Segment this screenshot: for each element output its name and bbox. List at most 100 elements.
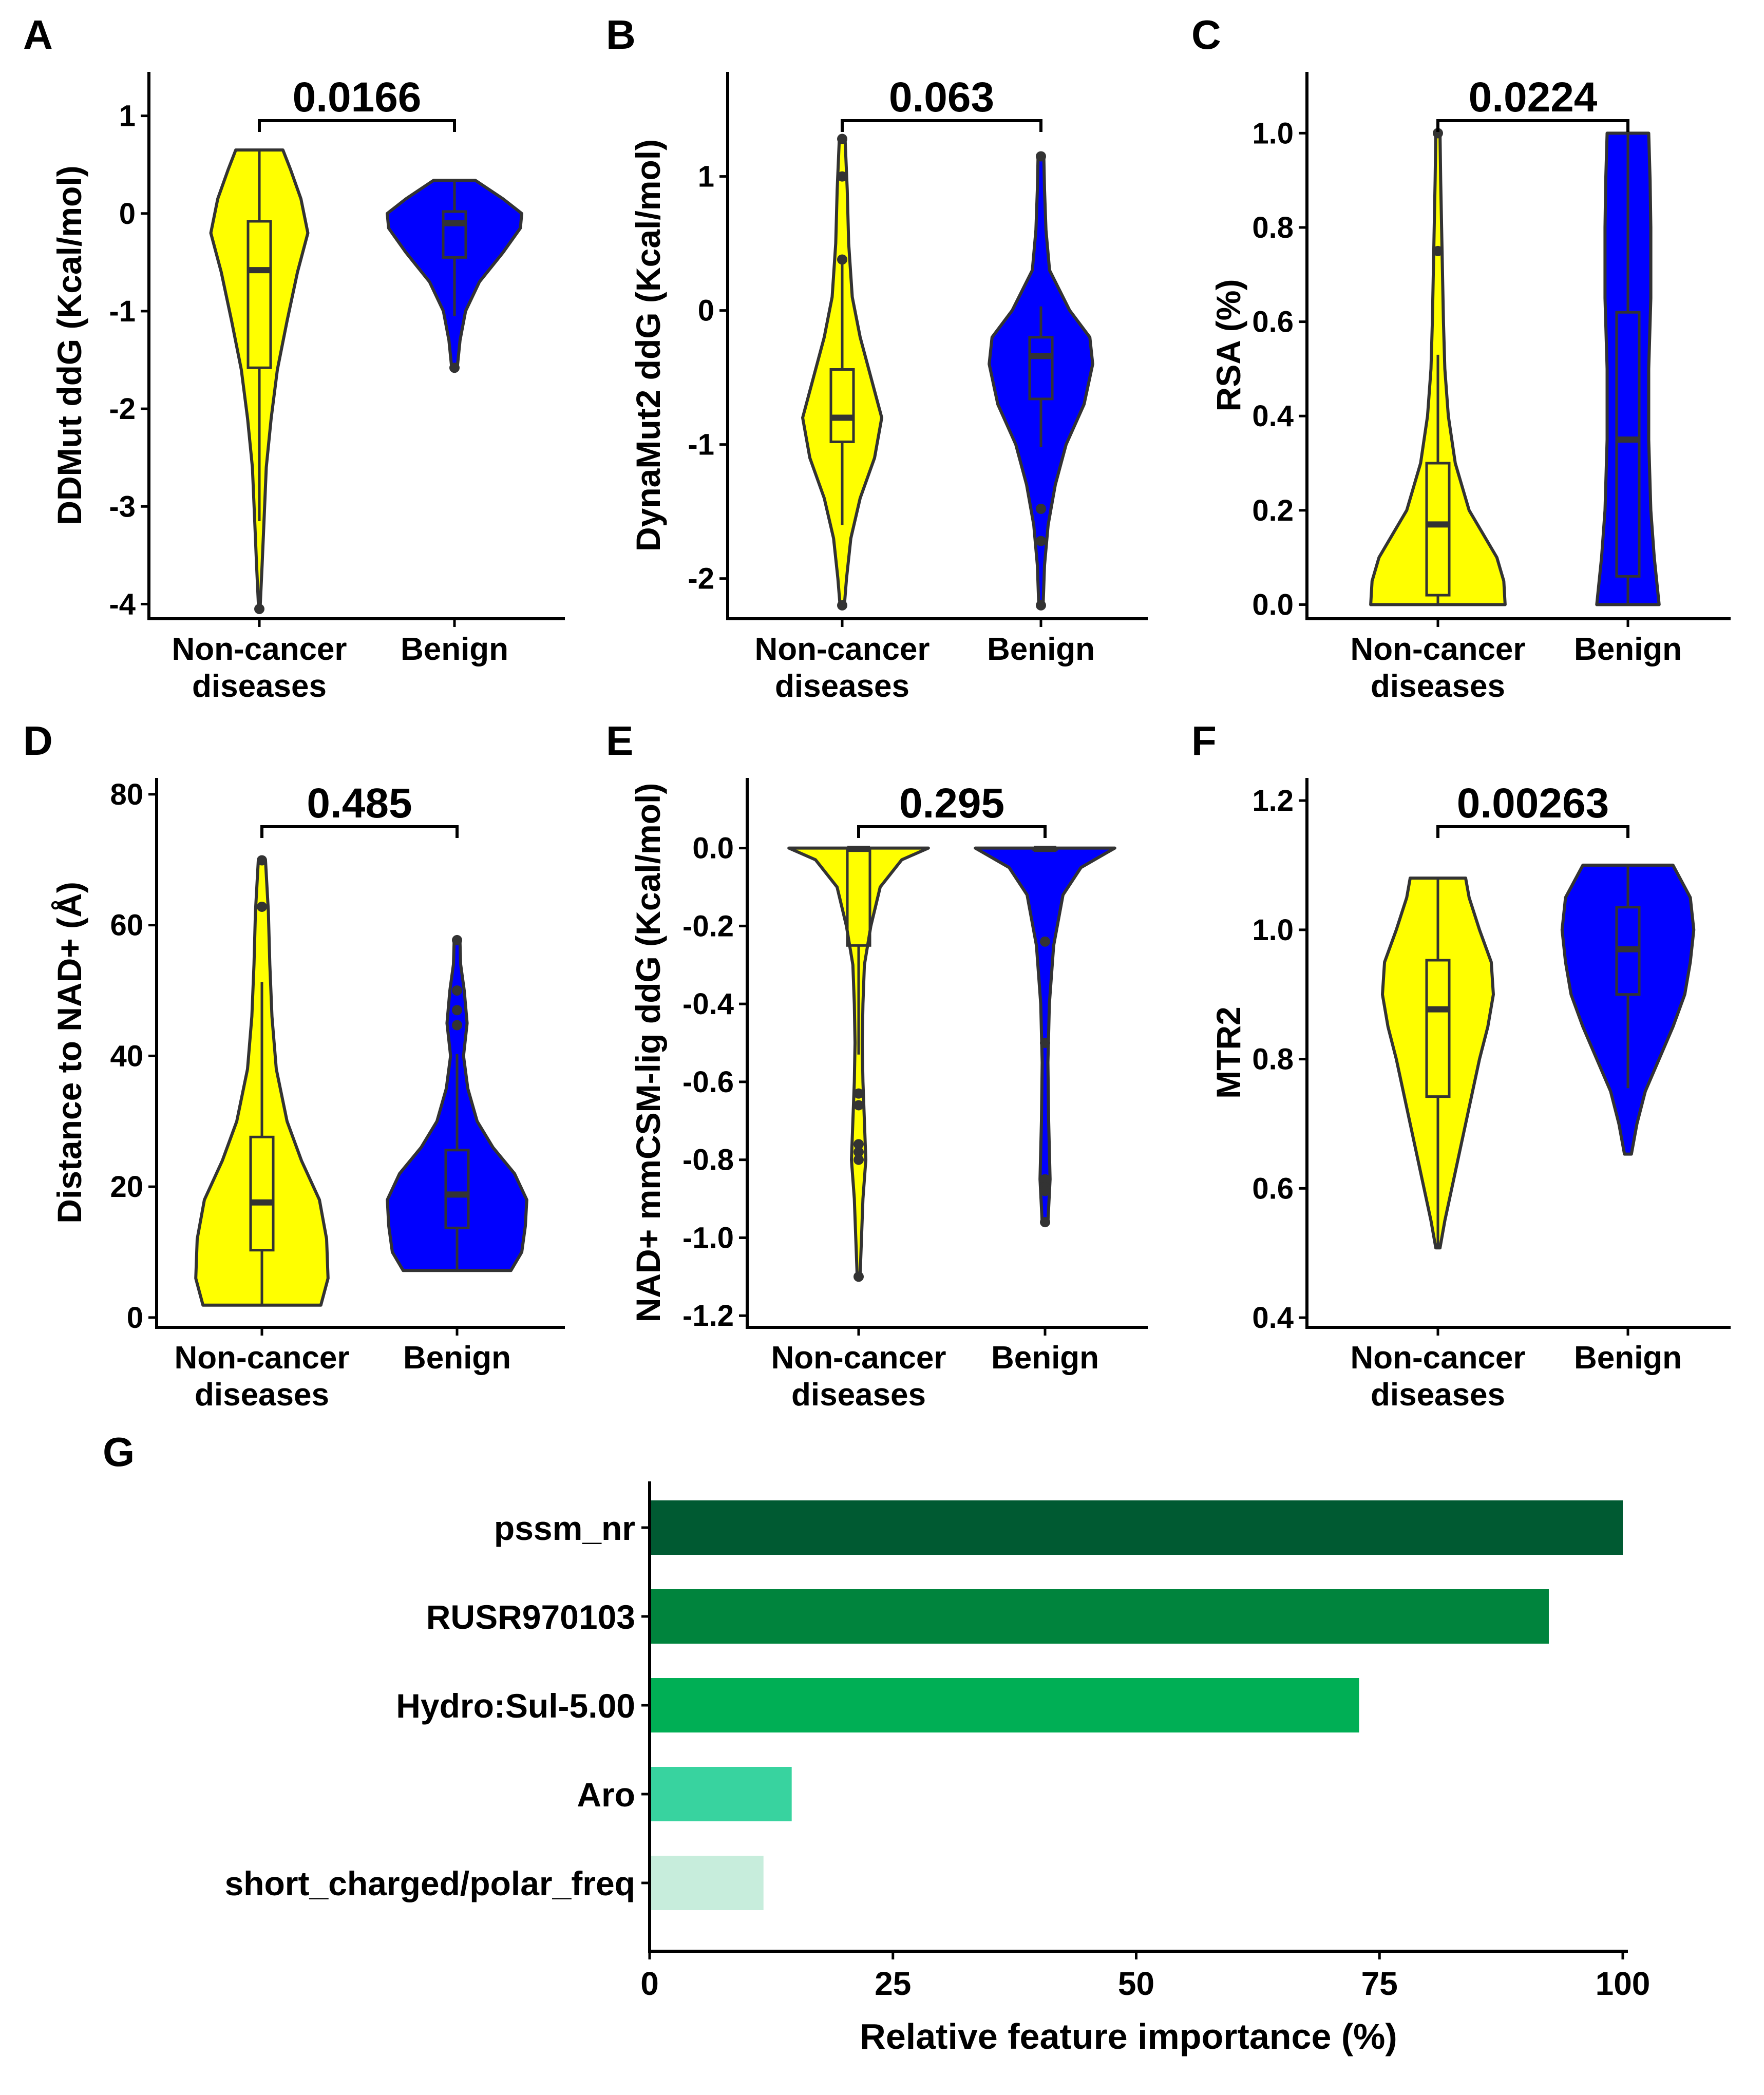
y-tick-label: -1 (688, 428, 714, 462)
y-category-label: pssm_nr (494, 1509, 635, 1547)
outlier-point (452, 985, 462, 996)
y-tick-label: 1 (698, 160, 714, 194)
y-axis-title: DDMut ddG (Kcal/mol) (50, 165, 88, 525)
axis-lines (1305, 72, 1731, 620)
outlier-point (1040, 1038, 1050, 1049)
y-tick-label: -2 (688, 562, 714, 596)
violin-panel-d: D 80 60 40 20 0 Distance to NAD+ (Å) Non-cancer… (23, 718, 565, 1413)
outlier-point (254, 603, 264, 614)
x-tick-label-line: Benign (1574, 632, 1682, 667)
bar-pssm-nr (651, 1500, 1623, 1555)
y-tick-label: 0 (119, 197, 136, 231)
y-tick-label: -3 (109, 490, 136, 523)
x-tick-label-line: diseases (1371, 669, 1505, 704)
outlier-point (1433, 245, 1443, 256)
p-value-label: 0.485 (307, 780, 412, 827)
box-iqr (246, 220, 272, 369)
x-tick-label: Non-cancer diseases (1350, 1340, 1525, 1413)
outlier-point (853, 1139, 864, 1150)
violin-non-cancer (787, 846, 930, 1279)
y-tick-label: 0.6 (1252, 306, 1294, 339)
y-tick-label: 0 (127, 1301, 143, 1335)
x-tick-label: Non-cancer diseases (754, 632, 930, 704)
y-tick-label: 0.4 (1252, 399, 1294, 433)
outlier-point (837, 134, 847, 144)
p-value-label: 0.00263 (1457, 780, 1609, 827)
axis-lines (1305, 778, 1731, 1329)
x-tick-label: Non-cancer diseases (172, 632, 347, 704)
x-tick-label-line: diseases (195, 1377, 329, 1413)
x-tick-label: Benign (987, 632, 1095, 667)
axis-lines (147, 72, 565, 620)
panel-letter: F (1191, 718, 1217, 764)
x-tick-label: Benign (991, 1340, 1099, 1376)
x-tick-label: 0 (640, 1965, 659, 2002)
y-tick-label: -0.8 (682, 1144, 734, 1177)
violin-benign (1595, 131, 1661, 606)
x-tick-label: Benign (403, 1340, 511, 1376)
outlier-point (1040, 1186, 1050, 1196)
x-tick-label: Non-cancer diseases (771, 1340, 946, 1413)
violin-panel-a: A 1 0 -1 -2 -3 -4 DDMut ddG (Kcal/mol) Non-cance… (23, 12, 565, 704)
outlier-point (853, 1100, 864, 1111)
y-axis-title: Distance to NAD+ (Å) (50, 882, 88, 1224)
outlier-point (837, 171, 847, 182)
x-tick-label-line: diseases (791, 1377, 926, 1413)
y-tick-label: 0.6 (1252, 1172, 1294, 1205)
axis-lines (746, 778, 1148, 1329)
y-tick-label: -1.0 (682, 1221, 734, 1254)
x-tick-label-line: Non-cancer (754, 632, 930, 667)
outlier-point (1036, 503, 1046, 514)
x-tick-label-line: Non-cancer (172, 632, 347, 667)
outlier-point (449, 363, 460, 373)
x-tick-label-line: Benign (403, 1340, 511, 1376)
x-tick-label: Benign (1574, 632, 1682, 667)
violin-non-cancer (801, 137, 883, 607)
outlier-point (1036, 600, 1046, 611)
outlier-point (452, 1005, 462, 1016)
y-tick-label: 20 (110, 1170, 143, 1204)
outlier-point (837, 254, 847, 265)
x-tick-label: Non-cancer diseases (1350, 632, 1525, 704)
y-tick-label: 1 (119, 100, 136, 133)
outlier-point (853, 1088, 864, 1099)
outlier-point (853, 1154, 864, 1165)
y-tick-label: 0.8 (1252, 1043, 1294, 1076)
panel-letter: D (23, 718, 53, 764)
outlier-point (452, 935, 462, 945)
x-tick-label: 75 (1361, 1965, 1398, 2002)
significance-bracket (258, 119, 456, 132)
x-tick-label-line: Non-cancer (1350, 632, 1525, 667)
outlier-point (1040, 1174, 1050, 1185)
x-tick-label: Benign (1574, 1340, 1682, 1376)
axis-lines (155, 778, 565, 1329)
box-iqr (444, 1149, 470, 1229)
box-iqr (1425, 462, 1451, 597)
significance-bracket (1436, 825, 1629, 838)
y-tick-label: 0.0 (692, 832, 734, 865)
outlier-point (853, 1147, 864, 1157)
y-tick-label: 1.2 (1252, 784, 1294, 817)
x-axis-title: Relative feature importance (%) (860, 2016, 1397, 2056)
violin-panel-f: F 1.2 1.0 0.8 0.6 0.4 MTR2 Non-cancer diseases Be… (1191, 718, 1731, 1413)
y-tick-label: 0.8 (1252, 211, 1294, 244)
significance-bracket (857, 825, 1047, 838)
y-axis-title: DynaMut2 ddG (Kcal/mol) (629, 139, 667, 551)
significance-bracket (260, 825, 459, 838)
violin-panel-b: B 1 0 -1 -2 DynaMut2 ddG (Kcal/mol) Non-cancer… (606, 12, 1148, 704)
x-tick-label-line: Benign (401, 632, 508, 667)
p-value-label: 0.0166 (293, 74, 422, 121)
y-tick-label: 60 (110, 909, 143, 942)
outlier-point (257, 855, 267, 866)
box-iqr (1028, 336, 1054, 401)
y-tick-label: -4 (109, 587, 136, 621)
x-tick-label-line: diseases (775, 669, 909, 704)
x-tick-label-line: Non-cancer (1350, 1340, 1525, 1376)
outlier-point (1040, 1217, 1050, 1228)
y-category-label: RUSR970103 (426, 1598, 635, 1636)
box-iqr (829, 368, 855, 443)
y-tick-label: -2 (109, 392, 136, 426)
box-iqr (1425, 959, 1451, 1098)
